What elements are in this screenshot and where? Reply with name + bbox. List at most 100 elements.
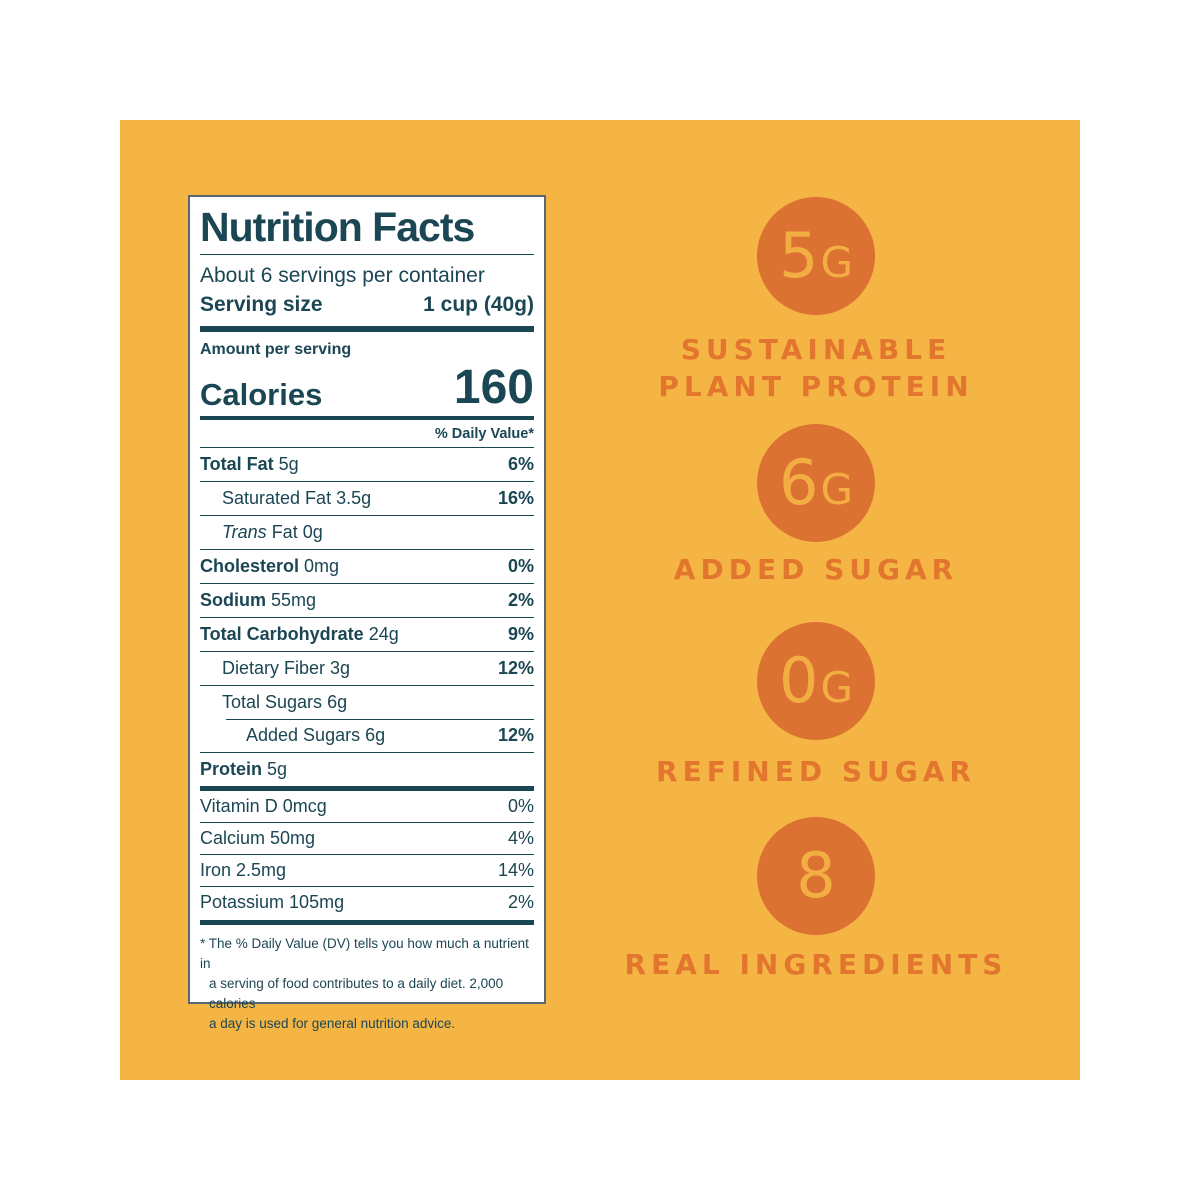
micronutrient-name-group: Potassium 105mg — [200, 892, 344, 913]
nutrient-row: Protein 5g — [200, 751, 534, 786]
micronutrient-row: Potassium 105mg 2% — [200, 885, 534, 918]
footnote-line: * The % Daily Value (DV) tells you how m… — [200, 935, 529, 971]
nutrient-name-group: Total Fat 5g — [200, 454, 299, 475]
nutrient-name-group: Dietary Fiber 3g — [200, 658, 350, 679]
callout-badge-value: 5 — [779, 219, 819, 292]
nutrient-name-group: Cholesterol 0mg — [200, 556, 339, 577]
nutrient-amount: 0mg — [299, 555, 340, 576]
nutrient-amount: 5g — [273, 453, 299, 474]
nutrient-name-group: Saturated Fat 3.5g — [200, 488, 371, 509]
micronutrient-dv: 2% — [507, 891, 534, 912]
nutrient-rows: Total Fat 5g 6% Saturated Fat 3.5g 16% Trans… — [200, 446, 534, 786]
micronutrient-amount: 2.5mg — [231, 859, 287, 880]
callout-badge-value: 0 — [779, 644, 819, 717]
nutrient-row: Dietary Fiber 3g 12% — [200, 650, 534, 685]
nutrient-dv: 9% — [507, 623, 534, 644]
nutrient-row: Total Fat 5g 6% — [200, 446, 534, 481]
nutrient-name: Total Sugars — [222, 691, 323, 712]
nutrient-amount: 3.5g — [331, 487, 372, 508]
nutrient-name: Total Carbohydrate — [200, 623, 364, 644]
callout-label: ADDED SUGAR — [620, 551, 1012, 588]
divider-medium — [200, 415, 534, 420]
callout-label-line: PLANT PROTEIN — [658, 370, 974, 403]
nutrient-row: Added Sugars 6g 12% — [200, 718, 534, 752]
nutrient-row: Trans Fat 0g — [200, 514, 534, 549]
micronutrient-name-group: Vitamin D 0mcg — [200, 796, 327, 817]
micronutrient-dv: 0% — [507, 795, 534, 816]
callout-label-line: REAL INGREDIENTS — [624, 948, 1008, 981]
micronutrient-dv: 4% — [507, 827, 534, 848]
nutrient-dv: 12% — [497, 724, 534, 745]
amount-per-serving: Amount per serving — [200, 340, 352, 358]
micronutrient-amount: 50mg — [265, 827, 316, 848]
divider-thick-bottom — [200, 919, 534, 925]
nutrient-dv: 12% — [497, 657, 534, 678]
nutrient-name: Total Fat — [200, 453, 274, 474]
micronutrient-row: Iron 2.5mg 14% — [200, 853, 534, 886]
callout-badge: 8 — [757, 817, 875, 935]
daily-value-header: % Daily Value* — [434, 425, 534, 442]
calories-row: Calories 160 — [200, 360, 534, 414]
micronutrient-name-group: Iron 2.5mg — [200, 860, 286, 881]
nutrient-amount: 3g — [325, 657, 351, 678]
nutrient-name: Added Sugars — [246, 724, 361, 745]
nutrition-title: Nutrition Facts — [200, 204, 534, 255]
footnote-line: a serving of food contributes to a daily… — [209, 975, 504, 1011]
nutrient-amount: 6g — [322, 691, 348, 712]
micronutrient-row: Calcium 50mg 4% — [200, 821, 534, 854]
callout-label: REAL INGREDIENTS — [620, 946, 1012, 983]
micronutrient-name: Calcium — [200, 827, 266, 848]
nutrient-name-group: Total Sugars 6g — [200, 692, 347, 713]
callout-label-line: ADDED SUGAR — [673, 553, 959, 586]
micronutrient-amount: 105mg — [284, 891, 345, 912]
callout-label-line: REFINED SUGAR — [656, 755, 976, 788]
micronutrient-amount: 0mcg — [277, 795, 327, 816]
nutrient-dv: 16% — [497, 487, 534, 508]
nutrition-facts-label: Nutrition Facts About 6 servings per con… — [188, 195, 546, 1031]
callout-badge-value: 8 — [796, 839, 836, 912]
callout-label-line: SUSTAINABLE — [680, 333, 952, 366]
micronutrient-name: Potassium — [200, 891, 285, 912]
nutrient-dv: 6% — [507, 453, 534, 474]
nutrient-name: Saturated Fat — [222, 487, 332, 508]
nutrient-amount: 24g — [363, 623, 399, 644]
yellow-panel: Nutrition Facts About 6 servings per con… — [120, 120, 1080, 1080]
calories-value: 160 — [453, 360, 534, 414]
nutrient-name-italic: Trans — [222, 521, 272, 542]
nutrient-row: Cholesterol 0mg 0% — [200, 548, 534, 583]
nutrient-amount: 6g — [360, 724, 386, 745]
nutrient-row: Saturated Fat 3.5g 16% — [200, 480, 534, 515]
micronutrient-name: Iron — [200, 859, 232, 880]
calories-label: Calories — [200, 376, 323, 412]
micronutrient-rows: Vitamin D 0mcg 0% Calcium 50mg 4% Iron 2.5mg… — [200, 791, 534, 918]
nutrient-dv: 2% — [507, 589, 534, 610]
nutrient-row: Total Carbohydrate 24g 9% — [200, 616, 534, 651]
divider-thick — [200, 325, 534, 332]
nutrient-amount: 0g — [297, 521, 323, 542]
micronutrient-row: Vitamin D 0mcg 0% — [200, 791, 534, 822]
footnote-line: a day is used for general nutrition advi… — [209, 1015, 456, 1031]
callout-badge-unit: G — [820, 465, 853, 514]
nutrient-name: Dietary Fiber — [222, 657, 326, 678]
serving-size-value: 1 cup (40g) — [423, 292, 534, 316]
footnote: * The % Daily Value (DV) tells you how m… — [200, 934, 534, 1034]
callout-label: SUSTAINABLE PLANT PROTEIN — [620, 331, 1012, 405]
micronutrient-name-group: Calcium 50mg — [200, 828, 315, 849]
nutrient-amount: 5g — [262, 758, 288, 779]
servings-per-container: About 6 servings per container — [200, 263, 485, 287]
nutrient-amount: 55mg — [266, 589, 317, 610]
nutrient-name-group: Protein 5g — [200, 759, 287, 780]
callout-label: REFINED SUGAR — [620, 753, 1012, 790]
nutrient-row: Sodium 55mg 2% — [200, 582, 534, 617]
nutrient-name: Cholesterol — [200, 555, 300, 576]
nutrient-row: Total Sugars 6g — [200, 684, 534, 719]
nutrient-name: Sodium — [200, 589, 266, 610]
nutrient-name: Fat — [271, 521, 298, 542]
divider-thick-protein — [200, 785, 534, 791]
callout-badge-unit: G — [820, 238, 853, 287]
micronutrient-name: Vitamin D — [200, 795, 278, 816]
